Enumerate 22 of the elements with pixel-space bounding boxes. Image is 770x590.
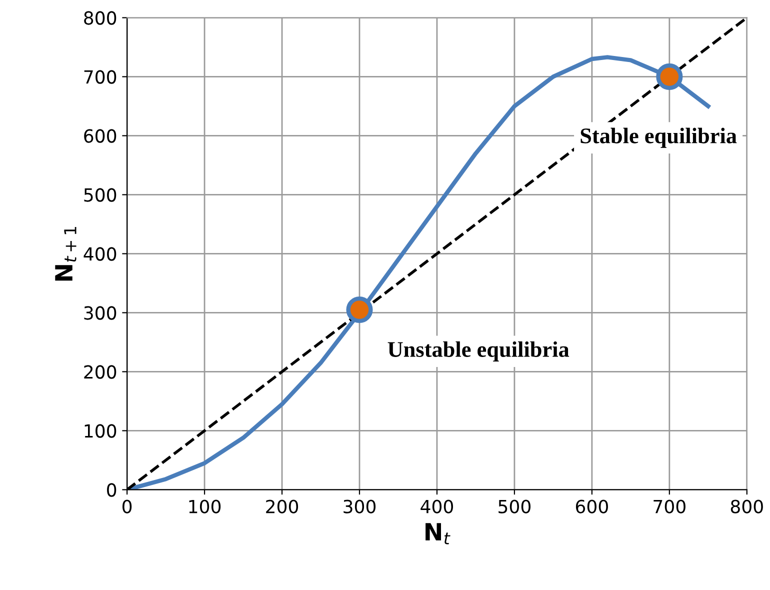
y-tick-label: 500 xyxy=(84,188,116,202)
x-tick-label: 700 xyxy=(654,500,686,514)
x-tick-label: 800 xyxy=(730,500,763,514)
y-tick-label: 200 xyxy=(84,365,116,379)
annotation: Stable equilibria xyxy=(580,128,737,148)
y-tick-label: 100 xyxy=(84,424,116,438)
x-axis-title: N$_{t}$ xyxy=(426,523,450,544)
x-tick-label: 200 xyxy=(266,500,298,514)
y-tick-label: 400 xyxy=(84,247,116,261)
y-tick-label: 300 xyxy=(84,306,116,320)
x-tick-label: 500 xyxy=(498,500,530,514)
x-tick-label: 300 xyxy=(344,500,376,514)
y-tick-label: 600 xyxy=(84,129,116,143)
y-tick-label: 800 xyxy=(84,11,116,25)
x-tick-label: 100 xyxy=(189,500,221,514)
annotation: Unstable equilibria xyxy=(388,341,570,362)
y-tick-label: 700 xyxy=(84,70,116,84)
x-tick-label: 600 xyxy=(576,500,608,514)
x-tick-label: 400 xyxy=(420,500,454,514)
y-axis-title: N$_{t+1}$ xyxy=(55,226,76,281)
y-tick-label: 0 xyxy=(107,483,116,497)
x-tick-label: 0 xyxy=(122,500,132,514)
